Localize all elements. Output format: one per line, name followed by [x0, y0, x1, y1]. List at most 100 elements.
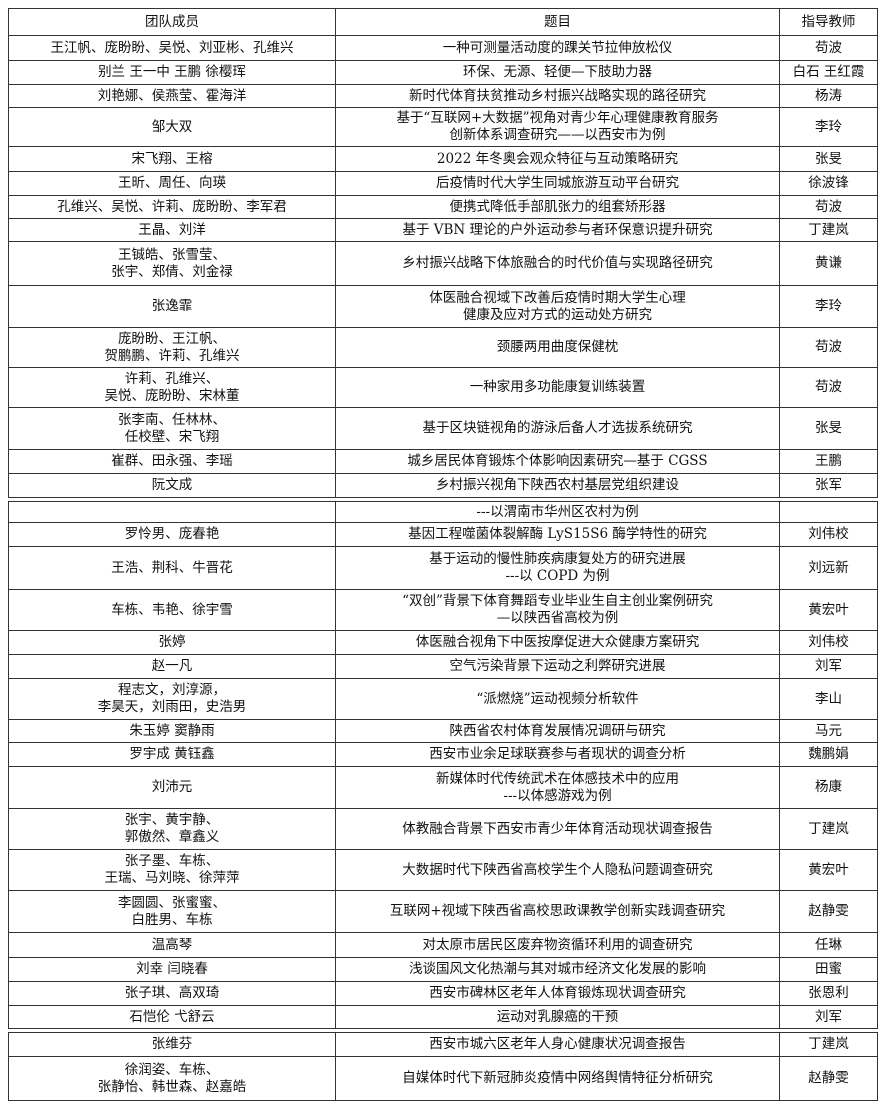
title-cell: 后疫情时代大学生同城旅游互动平台研究 — [335, 171, 780, 196]
members-cell: 张逸霏 — [8, 285, 336, 328]
members-cell: 徐润姿、车栋、 张静怡、韩世森、赵嘉皓 — [8, 1056, 336, 1101]
title-cell: 浅谈国风文化热潮与其对城市经济文化发展的影响 — [335, 957, 780, 982]
title-cell: 西安市碑林区老年人体育锻炼现状调查研究 — [335, 981, 780, 1006]
advisor-cell: 徐波锋 — [779, 171, 878, 196]
title-cell: 乡村振兴战略下体旅融合的时代价值与实现路径研究 — [335, 241, 780, 286]
members-cell — [8, 501, 336, 523]
table-row: 崔群、田永强、李瑶 城乡居民体育锻炼个体影响因素研究—基于 CGSS 王鹏 — [8, 449, 878, 474]
table-row: 刘幸 闫晓春 浅谈国风文化热潮与其对城市经济文化发展的影响 田蜜 — [8, 957, 878, 982]
table-row: 车栋、韦艳、徐宇雪 “双创”背景下体育舞蹈专业毕业生自主创业案例研究 —以陕西省高… — [8, 589, 878, 631]
title-cell: 对太原市居民区废弃物资循环利用的调查研究 — [335, 932, 780, 958]
members-cell: 罗宇成 黄钰鑫 — [8, 742, 336, 767]
title-cell: “派燃烧”运动视频分析软件 — [335, 678, 780, 720]
project-table: 团队成员 题目 指导教师 王江帆、庞盼盼、吴悦、刘亚彬、孔维兴 一种可测量活动度的踝关节… — [8, 8, 878, 1104]
members-cell: 邹大双 — [8, 107, 336, 147]
members-cell: 崔群、田永强、李瑶 — [8, 449, 336, 474]
advisor-cell: 苟波 — [779, 35, 878, 61]
table-row: 张宇、黄宇静、 郭傲然、章鑫义 体教融合背景下西安市青少年体育活动现状调查报告 丁建… — [8, 808, 878, 850]
members-cell: 刘艳娜、侯燕莹、霍海洋 — [8, 84, 336, 108]
title-cell: 运动对乳腺癌的干预 — [335, 1005, 780, 1029]
advisor-cell: 刘伟校 — [779, 630, 878, 655]
advisor-cell: 丁建岚 — [779, 808, 878, 850]
members-cell: 孔维兴、吴悦、许莉、庞盼盼、李军君 — [8, 195, 336, 219]
members-cell: 王晶、刘洋 — [8, 218, 336, 242]
advisor-cell: 张军 — [779, 473, 878, 498]
title-cell: 新时代体育扶贫推动乡村振兴战略实现的路径研究 — [335, 84, 780, 108]
members-cell: 张宇、黄宇静、 郭傲然、章鑫义 — [8, 808, 336, 850]
members-cell: 庞盼盼、王江帆、 贺鹏鹏、许莉、孔维兴 — [8, 327, 336, 368]
table-row: 王江帆、庞盼盼、吴悦、刘亚彬、孔维兴 一种可测量活动度的踝关节拉伸放松仪 苟波 — [8, 35, 878, 61]
title-cell: 基于“互联网+大数据”视角对青少年心理健康教育服务 创新体系调查研究——以西安市… — [335, 107, 780, 147]
members-cell: 阮文成 — [8, 473, 336, 498]
members-cell: 张维芬 — [8, 1032, 336, 1057]
members-cell: 许莉、孔维兴、 吴悦、庞盼盼、宋林董 — [8, 367, 336, 408]
members-cell: 张子琪、高双琦 — [8, 981, 336, 1006]
title-cell: 西安市城六区老年人身心健康状况调查报告 — [335, 1032, 780, 1057]
members-cell: 王昕、周任、向瑛 — [8, 171, 336, 196]
title-cell: 互联网+视域下陕西省高校思政课教学创新实践调查研究 — [335, 890, 780, 933]
advisor-cell: 李玲 — [779, 107, 878, 147]
members-cell: 温高琴 — [8, 932, 336, 958]
title-cell: 新媒体时代传统武术在体感技术中的应用 ---以体感游戏为例 — [335, 766, 780, 809]
advisor-cell: 田蜜 — [779, 957, 878, 982]
table-row: 徐润姿、车栋、 张静怡、韩世森、赵嘉皓 自媒体时代下新冠肺炎疫情中网络舆情特征分析… — [8, 1056, 878, 1101]
advisor-cell: 刘军 — [779, 1005, 878, 1029]
advisor-cell: 刘远新 — [779, 546, 878, 590]
title-cell: 基于运动的慢性肺疾病康复处方的研究进展 ---以 COPD 为例 — [335, 546, 780, 590]
header-cell: 题目 — [335, 8, 780, 36]
advisor-cell: 王鹏 — [779, 449, 878, 474]
table-row: 张维芬 西安市城六区老年人身心健康状况调查报告 丁建岚 — [8, 1032, 878, 1057]
members-cell: 罗怜男、庞春艳 — [8, 522, 336, 547]
advisor-cell: 刘伟校 — [779, 522, 878, 547]
header-cell: 指导教师 — [779, 8, 878, 36]
table-row: 张子墨、车栋、 王瑞、马刘晓、徐萍萍 大数据时代下陕西省高校学生个人隐私问题调查研… — [8, 849, 878, 891]
title-cell: 陕西省农村体育发展情况调研与研究 — [335, 719, 780, 743]
table-row: 王昕、周任、向瑛 后疫情时代大学生同城旅游互动平台研究 徐波锋 — [8, 171, 878, 196]
table-section: ---以渭南市华州区农村为例 罗怜男、庞春艳 基因工程噬菌体裂解酶 LyS15S6 … — [8, 501, 878, 1029]
table-row: 邹大双 基于“互联网+大数据”视角对青少年心理健康教育服务 创新体系调查研究——以… — [8, 107, 878, 147]
table-row: 赵一凡 空气污染背景下运动之利弊研究进展 刘军 — [8, 654, 878, 679]
table-row: 张李南、任林林、 任校壁、宋飞翔 基于区块链视角的游泳后备人才选拔系统研究 张旻 — [8, 407, 878, 450]
members-cell: 刘沛元 — [8, 766, 336, 809]
table-row: ---以渭南市华州区农村为例 — [8, 501, 878, 523]
table-row: 朱玉婷 窦静雨 陕西省农村体育发展情况调研与研究 马元 — [8, 719, 878, 743]
advisor-cell: 苟波 — [779, 367, 878, 408]
members-cell: 王江帆、庞盼盼、吴悦、刘亚彬、孔维兴 — [8, 35, 336, 61]
advisor-cell: 魏鹏娟 — [779, 742, 878, 767]
advisor-cell: 白石 王红霞 — [779, 60, 878, 85]
table-section: 团队成员 题目 指导教师 王江帆、庞盼盼、吴悦、刘亚彬、孔维兴 一种可测量活动度的踝关节… — [8, 8, 878, 498]
title-cell: 环保、无源、轻便—下肢助力器 — [335, 60, 780, 85]
members-cell: 张婷 — [8, 630, 336, 655]
advisor-cell — [779, 501, 878, 523]
advisor-cell: 任琳 — [779, 932, 878, 958]
title-cell: 便携式降低手部肌张力的组套矫形器 — [335, 195, 780, 219]
title-cell: ---以渭南市华州区农村为例 — [335, 501, 780, 523]
table-row: 张子琪、高双琦 西安市碑林区老年人体育锻炼现状调查研究 张恩利 — [8, 981, 878, 1006]
title-cell: 自媒体时代下新冠肺炎疫情中网络舆情特征分析研究 — [335, 1056, 780, 1101]
advisor-cell: 李山 — [779, 678, 878, 720]
title-cell: 体医融合视角下中医按摩促进大众健康方案研究 — [335, 630, 780, 655]
title-cell: “双创”背景下体育舞蹈专业毕业生自主创业案例研究 —以陕西省高校为例 — [335, 589, 780, 631]
table-row: 刘艳娜、侯燕莹、霍海洋 新时代体育扶贫推动乡村振兴战略实现的路径研究 杨涛 — [8, 84, 878, 108]
table-row: 孔维兴、吴悦、许莉、庞盼盼、李军君 便携式降低手部肌张力的组套矫形器 苟波 — [8, 195, 878, 219]
advisor-cell: 张恩利 — [779, 981, 878, 1006]
advisor-cell: 赵静雯 — [779, 890, 878, 933]
title-cell: 基于 VBN 理论的户外运动参与者环保意识提升研究 — [335, 218, 780, 242]
advisor-cell: 刘军 — [779, 654, 878, 679]
members-cell: 刘幸 闫晓春 — [8, 957, 336, 982]
table-row: 李圆圆、张蜜蜜、 白胜男、车栋 互联网+视域下陕西省高校思政课教学创新实践调查研究… — [8, 890, 878, 933]
title-cell: 乡村振兴视角下陕西农村基层党组织建设 — [335, 473, 780, 498]
table-row: 庞盼盼、王江帆、 贺鹏鹏、许莉、孔维兴 颈腰两用曲度保健枕 苟波 — [8, 327, 878, 368]
table-row: 罗怜男、庞春艳 基因工程噬菌体裂解酶 LyS15S6 酶学特性的研究 刘伟校 — [8, 522, 878, 547]
title-cell: 颈腰两用曲度保健枕 — [335, 327, 780, 368]
advisor-cell: 杨康 — [779, 766, 878, 809]
table-row: 张婷 体医融合视角下中医按摩促进大众健康方案研究 刘伟校 — [8, 630, 878, 655]
members-cell: 程志文，刘淳源， 李昊天，刘雨田，史浩男 — [8, 678, 336, 720]
header-row: 团队成员 题目 指导教师 — [8, 8, 878, 36]
advisor-cell: 黄谦 — [779, 241, 878, 286]
advisor-cell: 黄宏叶 — [779, 849, 878, 891]
table-row: 别兰 王一中 王鹏 徐樱珲 环保、无源、轻便—下肢助力器 白石 王红霞 — [8, 60, 878, 85]
advisor-cell: 苟波 — [779, 195, 878, 219]
members-cell: 朱玉婷 窦静雨 — [8, 719, 336, 743]
